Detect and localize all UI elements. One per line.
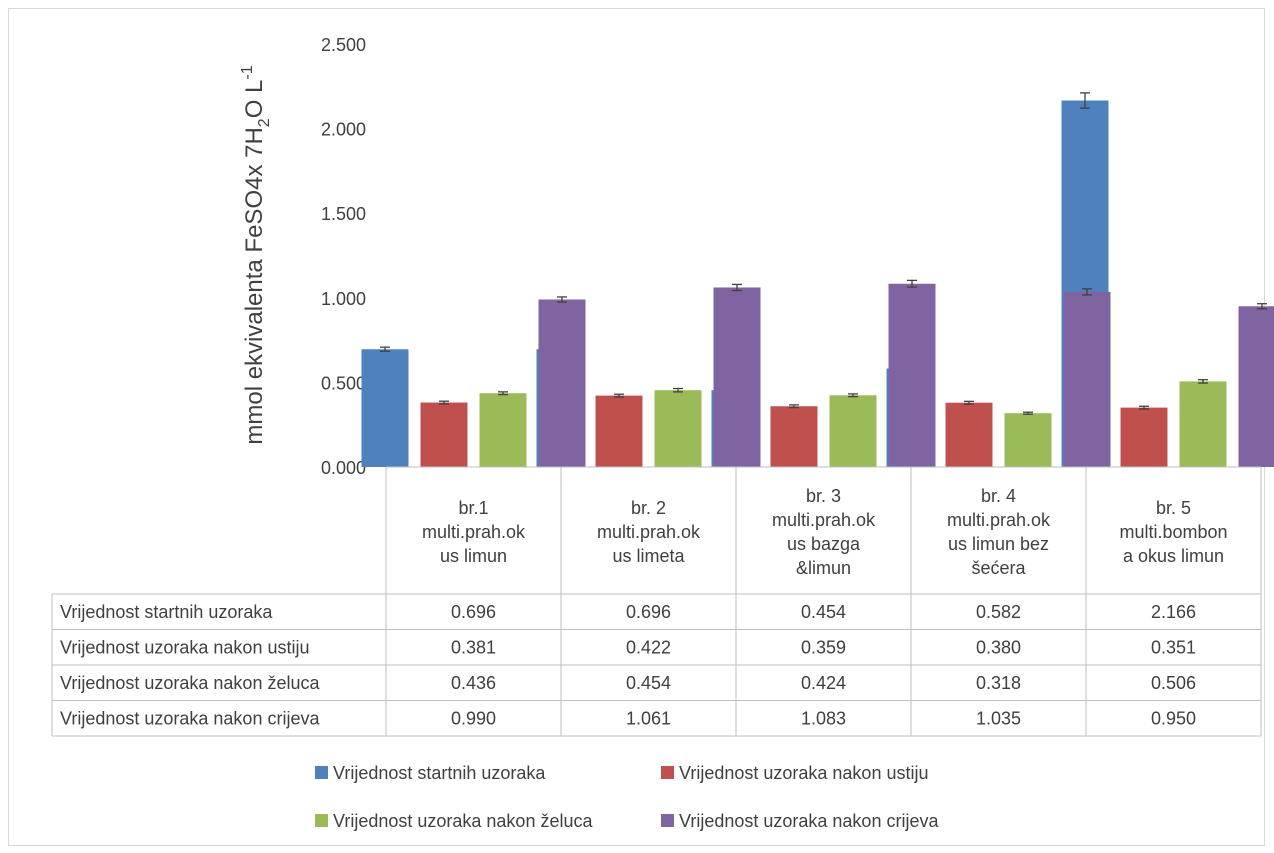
category-label: multi.prah.ok [597,522,701,542]
bar [1004,413,1052,467]
legend-swatch [315,814,328,827]
table-cell-value: 0.381 [451,637,496,657]
category-label: br. 4 [981,486,1016,506]
table-cell-value: 0.424 [801,673,846,693]
table-row-label: Vrijednost uzoraka nakon ustiju [60,637,309,657]
legend-swatch [661,766,674,779]
table-cell-value: 0.696 [626,602,671,622]
table-cell-value: 0.359 [801,637,846,657]
category-label: a okus limun [1123,546,1224,566]
category-label: multi.bombon [1119,522,1227,542]
y-axis-title-part: 2 [256,118,273,127]
table-cell-value: 0.696 [451,602,496,622]
table-cell-value: 1.035 [976,708,1021,728]
table-cell-value: 0.380 [976,637,1021,657]
y-axis-title: mmol ekvivalenta FeSO4x 7H2O L-1 [239,65,273,444]
legend-label: Vrijednost uzoraka nakon crijeva [679,811,939,831]
category-label: us limeta [612,546,685,566]
bar [945,402,993,467]
bar [654,390,702,467]
y-tick-label: 1.000 [321,289,366,309]
category-label: us limun bez [948,534,1049,554]
category-label: us limun [440,546,507,566]
table-cell-value: 0.506 [1151,673,1196,693]
y-axis-title-part: -1 [239,65,256,79]
category-label: multi.prah.ok [772,510,876,530]
table-cell-value: 0.454 [801,602,846,622]
table-cell-value: 0.454 [626,673,671,693]
y-axis-title-part: O L [241,80,268,119]
bar [713,287,761,467]
category-label: br. 3 [806,486,841,506]
table-cell-value: 0.582 [976,602,1021,622]
legend-label: Vrijednost startnih uzoraka [333,763,546,783]
table-cell-value: 0.351 [1151,637,1196,657]
y-tick-label: 2.000 [321,120,366,140]
category-label: br.1 [458,498,488,518]
table-cell-value: 0.990 [451,708,496,728]
bar [595,395,643,467]
bar [479,393,527,467]
table-cell-value: 2.166 [1151,602,1196,622]
category-label: br. 2 [631,498,666,518]
category-label: multi.prah.ok [947,510,1051,530]
table-cell-value: 0.318 [976,673,1021,693]
bar [1238,306,1274,467]
bar [770,406,818,467]
legend-label: Vrijednost uzoraka nakon ustiju [679,763,928,783]
legend-label: Vrijednost uzoraka nakon želuca [333,811,593,831]
bar [361,349,409,467]
table-cell-value: 1.083 [801,708,846,728]
y-tick-label: 1.500 [321,204,366,224]
y-axis-title-part: mmol ekvivalenta FeSO4x 7H [241,127,268,444]
legend-swatch [315,766,328,779]
table-cell-value: 0.436 [451,673,496,693]
bar [829,395,877,467]
table-row-label: Vrijednost uzoraka nakon želuca [60,673,320,693]
bar [1179,381,1227,467]
bar [888,283,936,467]
y-tick-label: 0.000 [321,458,366,478]
table-cell-value: 0.422 [626,637,671,657]
category-label: br. 5 [1156,498,1191,518]
y-tick-label: 0.500 [321,373,366,393]
category-label: &limun [796,558,851,578]
category-label: multi.prah.ok [422,522,526,542]
bar [1063,291,1111,467]
bar [538,299,586,467]
bar [1120,407,1168,467]
category-label: us bazga [787,534,861,554]
legend-swatch [661,814,674,827]
table-cell-value: 1.061 [626,708,671,728]
table-cell-value: 0.950 [1151,708,1196,728]
category-label: šećera [971,558,1026,578]
bar [420,402,468,467]
table-row-label: Vrijednost uzoraka nakon crijeva [60,708,320,728]
table-row-label: Vrijednost startnih uzoraka [60,602,273,622]
y-tick-label: 2.500 [321,35,366,55]
